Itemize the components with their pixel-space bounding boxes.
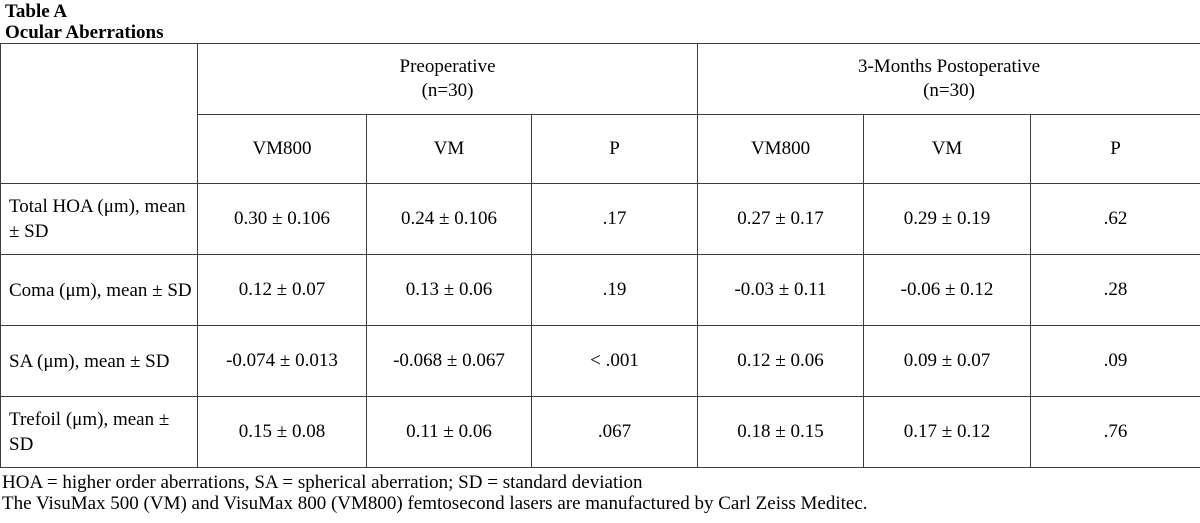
column-header-postop-vm800: VM800 xyxy=(697,114,865,184)
group-header-postoperative: 3-Months Postoperative (n=30) xyxy=(697,43,1200,115)
group-header-preoperative: Preoperative (n=30) xyxy=(196,43,699,115)
table-cell: .19 xyxy=(530,254,699,326)
row-label: Coma (μm), mean ± SD xyxy=(0,254,198,326)
table-cell: 0.27 ± 0.17 xyxy=(697,183,865,255)
column-header-preop-vm: VM xyxy=(366,114,532,184)
table-row-total-hoa: Total HOA (μm), mean ± SD 0.30 ± 0.106 0… xyxy=(0,183,1200,255)
table-label: Table A xyxy=(5,1,68,22)
row-label: Trefoil (μm), mean ± SD xyxy=(0,396,198,468)
footnote-abbreviations: HOA = higher order aberrations, SA = sph… xyxy=(2,472,643,493)
table-cell: -0.074 ± 0.013 xyxy=(197,325,367,397)
table-title-block: Table A Ocular Aberrations xyxy=(0,0,1200,43)
table-cell: < .001 xyxy=(530,325,699,397)
column-header-preop-vm800: VM800 xyxy=(197,114,367,184)
table-cell: 0.15 ± 0.08 xyxy=(197,396,367,468)
table-cell: 0.24 ± 0.106 xyxy=(366,183,532,255)
table-cell: 0.30 ± 0.106 xyxy=(197,183,367,255)
row-label: SA (μm), mean ± SD xyxy=(0,325,198,397)
table-cell: 0.09 ± 0.07 xyxy=(863,325,1032,397)
table-cell: 0.29 ± 0.19 xyxy=(863,183,1032,255)
group-header-title: Preoperative xyxy=(399,56,496,77)
row-label: Total HOA (μm), mean ± SD xyxy=(0,183,198,255)
table-cell: 0.17 ± 0.12 xyxy=(863,396,1032,468)
group-header-n: (n=30) xyxy=(421,80,474,101)
table-cell: 0.11 ± 0.06 xyxy=(366,396,532,468)
table-cell: 0.18 ± 0.15 xyxy=(697,396,865,468)
table-cell: .76 xyxy=(1030,396,1200,468)
table-cell: -0.03 ± 0.11 xyxy=(697,254,865,326)
table-cell: .17 xyxy=(530,183,699,255)
table-cell: .09 xyxy=(1030,325,1200,397)
table-footnotes: HOA = higher order aberrations, SA = sph… xyxy=(0,468,1200,514)
table-cell: -0.06 ± 0.12 xyxy=(863,254,1032,326)
stub-header-cell xyxy=(0,43,198,184)
table-cell: 0.12 ± 0.07 xyxy=(197,254,367,326)
table-caption: Ocular Aberrations xyxy=(5,22,164,43)
table-row-coma: Coma (μm), mean ± SD 0.12 ± 0.07 0.13 ± … xyxy=(0,254,1200,326)
ocular-aberrations-table: Preoperative (n=30) 3-Months Postoperati… xyxy=(0,43,1200,468)
table-cell: .62 xyxy=(1030,183,1200,255)
column-header-postop-p: P xyxy=(1030,114,1200,184)
group-header-title: 3-Months Postoperative xyxy=(857,56,1041,77)
table-cell: .28 xyxy=(1030,254,1200,326)
table-cell: -0.068 ± 0.067 xyxy=(366,325,532,397)
table-cell: 0.13 ± 0.06 xyxy=(366,254,532,326)
table-cell: 0.12 ± 0.06 xyxy=(697,325,865,397)
table-row-sa: SA (μm), mean ± SD -0.074 ± 0.013 -0.068… xyxy=(0,325,1200,397)
footnote-manufacturer: The VisuMax 500 (VM) and VisuMax 800 (VM… xyxy=(2,493,868,514)
column-header-preop-p: P xyxy=(530,114,699,184)
column-header-postop-vm: VM xyxy=(863,114,1032,184)
table-row-trefoil: Trefoil (μm), mean ± SD 0.15 ± 0.08 0.11… xyxy=(0,396,1200,468)
table-cell: .067 xyxy=(530,396,699,468)
group-header-n: (n=30) xyxy=(923,80,975,101)
